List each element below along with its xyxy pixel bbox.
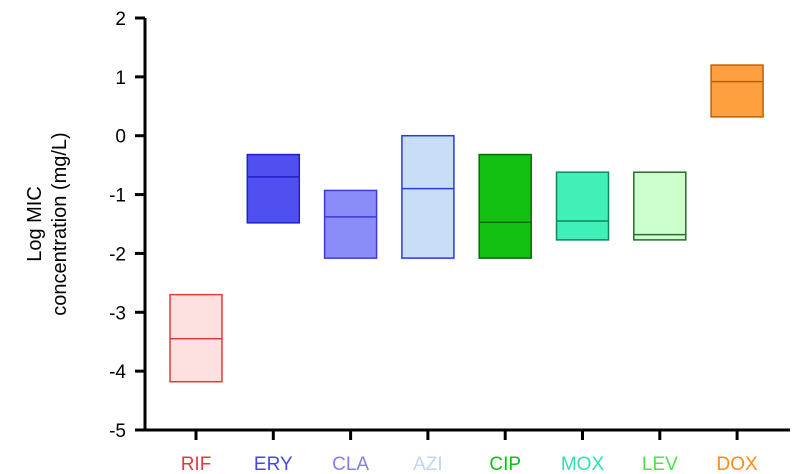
y-tick-label: 1 [115, 68, 126, 89]
y-axis-title: Log MIC concentration (mg/L) [24, 132, 71, 315]
category-labels: RIF ERY CLA AZI CIP MOX LEV DOX [181, 454, 758, 474]
y-tick-label: -1 [109, 186, 126, 207]
box-ery [246, 153, 301, 224]
y-tick-label: -4 [109, 362, 126, 383]
x-axis [143, 428, 790, 440]
category-label-ery: ERY [254, 454, 293, 474]
category-label-cip: CIP [489, 454, 521, 474]
y-tick-label: -5 [109, 421, 126, 442]
y-tick-label: 2 [115, 9, 126, 30]
y-axis: 2 1 0 -1 -2 -3 -4 -5 [109, 9, 147, 442]
category-label-rif: RIF [181, 454, 212, 474]
y-tick-label: -3 [109, 303, 126, 324]
category-label-lev: LEV [642, 454, 678, 474]
box-lev [633, 171, 687, 241]
category-label-azi: AZI [413, 454, 443, 474]
box-cip [478, 153, 532, 259]
y-tick-label: -2 [109, 244, 126, 265]
boxes-group [169, 64, 764, 383]
y-axis-label-line: Log MIC [24, 186, 46, 262]
category-label-mox: MOX [561, 454, 605, 474]
box-dox [710, 64, 764, 118]
box-cla [323, 189, 378, 259]
y-axis-label-line: concentration (mg/L) [49, 132, 71, 315]
y-axis-label: Log MIC concentration (mg/L) [24, 132, 71, 315]
category-label-cla: CLA [332, 454, 369, 474]
box-azi [401, 134, 455, 259]
category-label-dox: DOX [717, 454, 759, 474]
box-mox [555, 171, 610, 241]
y-tick-label: 0 [115, 127, 126, 148]
